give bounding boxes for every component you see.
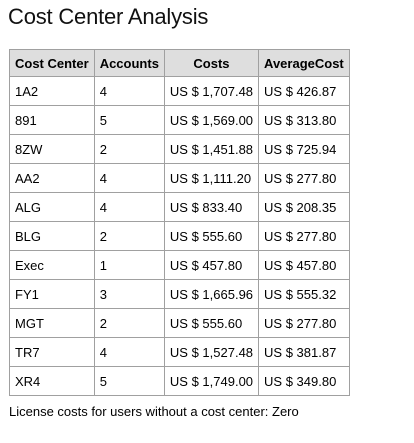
- cell-cost-center: AA2: [9, 163, 95, 193]
- cell-average-cost: US $ 457.80: [258, 250, 350, 280]
- table-row: MGT 2 US $ 555.60 US $ 277.80: [9, 308, 350, 338]
- cell-average-cost: US $ 277.80: [258, 163, 350, 193]
- table-row: AA2 4 US $ 1,111.20 US $ 277.80: [9, 163, 350, 193]
- cell-costs: US $ 1,527.48: [163, 337, 260, 367]
- cell-accounts: 4: [93, 192, 165, 222]
- table-row: ALG 4 US $ 833.40 US $ 208.35: [9, 192, 350, 222]
- cell-cost-center: 1A2: [9, 76, 95, 106]
- cell-average-cost: US $ 277.80: [258, 221, 350, 251]
- cell-costs: US $ 555.60: [163, 308, 260, 338]
- cell-average-cost: US $ 277.80: [258, 308, 350, 338]
- cell-cost-center: MGT: [9, 308, 95, 338]
- table-row: 891 5 US $ 1,569.00 US $ 313.80: [9, 105, 350, 135]
- cell-accounts: 2: [93, 308, 165, 338]
- column-header-costs: Costs: [163, 49, 260, 77]
- table-row: 1A2 4 US $ 1,707.48 US $ 426.87: [9, 76, 350, 106]
- cell-costs: US $ 457.80: [163, 250, 260, 280]
- cell-costs: US $ 1,749.00: [163, 366, 260, 396]
- page-title: Cost Center Analysis: [8, 4, 209, 29]
- cell-average-cost: US $ 426.87: [258, 76, 350, 106]
- cell-cost-center: 891: [9, 105, 95, 135]
- cell-accounts: 3: [93, 279, 165, 309]
- table-row: BLG 2 US $ 555.60 US $ 277.80: [9, 221, 350, 251]
- cell-costs: US $ 1,707.48: [163, 76, 260, 106]
- column-header-accounts: Accounts: [93, 49, 165, 77]
- table-row: TR7 4 US $ 1,527.48 US $ 381.87: [9, 337, 350, 367]
- cell-accounts: 5: [93, 105, 165, 135]
- cell-costs: US $ 1,451.88: [163, 134, 260, 164]
- cell-accounts: 4: [93, 337, 165, 367]
- cell-accounts: 4: [93, 76, 165, 106]
- cell-cost-center: TR7: [9, 337, 95, 367]
- cell-cost-center: FY1: [9, 279, 95, 309]
- cell-accounts: 4: [93, 163, 165, 193]
- footnote: License costs for users without a cost c…: [9, 404, 299, 419]
- cell-costs: US $ 1,665.96: [163, 279, 260, 309]
- table-row: FY1 3 US $ 1,665.96 US $ 555.32: [9, 279, 350, 309]
- cell-average-cost: US $ 349.80: [258, 366, 350, 396]
- column-header-average-cost: AverageCost: [258, 49, 350, 77]
- table-row: 8ZW 2 US $ 1,451.88 US $ 725.94: [9, 134, 350, 164]
- cell-cost-center: ALG: [9, 192, 95, 222]
- cost-center-table: Cost Center Accounts Costs AverageCost 1…: [9, 49, 350, 396]
- table-row: XR4 5 US $ 1,749.00 US $ 349.80: [9, 366, 350, 396]
- cell-cost-center: XR4: [9, 366, 95, 396]
- cell-cost-center: 8ZW: [9, 134, 95, 164]
- cell-costs: US $ 1,111.20: [163, 163, 260, 193]
- table-header-row: Cost Center Accounts Costs AverageCost: [9, 49, 350, 77]
- cell-costs: US $ 833.40: [163, 192, 260, 222]
- cell-average-cost: US $ 208.35: [258, 192, 350, 222]
- cell-average-cost: US $ 555.32: [258, 279, 350, 309]
- cell-accounts: 2: [93, 134, 165, 164]
- cell-average-cost: US $ 381.87: [258, 337, 350, 367]
- table-row: Exec 1 US $ 457.80 US $ 457.80: [9, 250, 350, 280]
- cell-accounts: 2: [93, 221, 165, 251]
- cell-costs: US $ 555.60: [163, 221, 260, 251]
- cell-average-cost: US $ 313.80: [258, 105, 350, 135]
- cell-accounts: 1: [93, 250, 165, 280]
- cell-costs: US $ 1,569.00: [163, 105, 260, 135]
- column-header-cost-center: Cost Center: [9, 49, 95, 77]
- cell-average-cost: US $ 725.94: [258, 134, 350, 164]
- cell-cost-center: BLG: [9, 221, 95, 251]
- cell-cost-center: Exec: [9, 250, 95, 280]
- cell-accounts: 5: [93, 366, 165, 396]
